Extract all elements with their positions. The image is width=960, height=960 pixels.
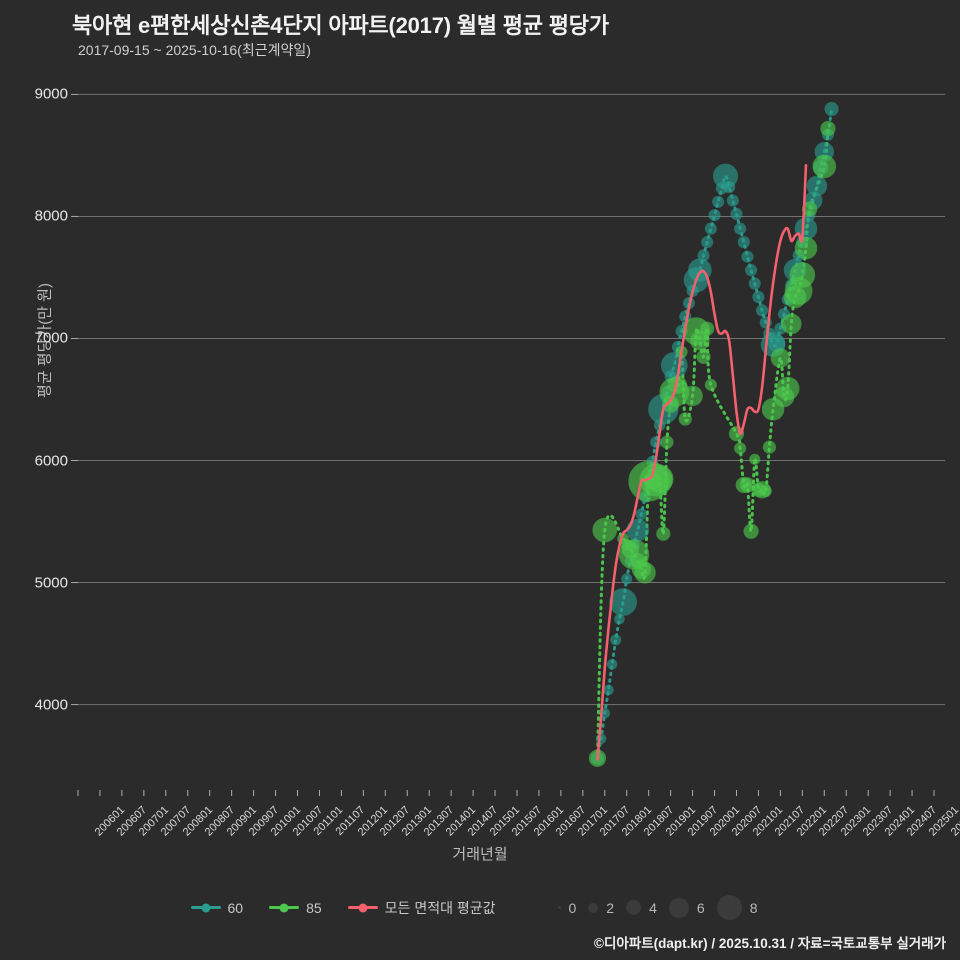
data-bubble xyxy=(609,588,637,616)
data-bubble xyxy=(656,526,671,541)
data-bubble xyxy=(726,194,739,207)
data-bubble xyxy=(592,517,618,543)
data-bubble xyxy=(621,573,633,585)
chart-legend: 60 85 모든 면적대 평균값 0 2 4 6 8 xyxy=(0,895,960,920)
data-bubble xyxy=(781,313,802,335)
data-bubble xyxy=(801,201,818,217)
data-bubble xyxy=(610,634,622,646)
series-line-average xyxy=(596,163,808,761)
data-bubble xyxy=(762,440,777,454)
data-bubble xyxy=(635,508,648,521)
data-bubble xyxy=(606,658,618,670)
legend-dot-marker xyxy=(279,903,289,912)
data-bubble xyxy=(700,321,715,336)
data-bubble xyxy=(794,236,818,260)
size-legend-item-4: 4 xyxy=(626,900,657,916)
data-bubble xyxy=(678,412,692,426)
data-bubble xyxy=(741,250,754,263)
size-legend-bubble xyxy=(557,906,561,909)
chart-subtitle: 2017-09-15 ~ 2025-10-16(최근계약일) xyxy=(78,42,311,58)
data-bubble xyxy=(743,523,759,539)
size-legend-bubble xyxy=(716,895,742,920)
data-bubble xyxy=(682,385,703,407)
y-tick-label: 9000 xyxy=(34,85,68,103)
footer-credit: ©디아파트(dapt.kr) / 2025.10.31 / 자료=국토교통부 실… xyxy=(594,936,946,951)
y-tick-label: 7000 xyxy=(34,329,68,347)
legend-line-swatch xyxy=(347,903,378,912)
data-bubble xyxy=(696,349,711,364)
data-bubble xyxy=(697,249,710,262)
size-legend-bubble xyxy=(588,902,599,913)
legend-label: 85 xyxy=(306,899,322,916)
chart-title: 북아현 e편한세상신촌4단지 아파트(2017) 월별 평균 평당가 xyxy=(72,13,609,38)
legend-line-swatch xyxy=(269,903,300,912)
data-bubble xyxy=(775,376,800,401)
x-axis-label: 거래년월 xyxy=(452,846,508,863)
size-legend-item-2: 2 xyxy=(588,900,614,916)
data-bubble xyxy=(759,484,772,498)
legend-label: 60 xyxy=(227,899,244,916)
data-bubble xyxy=(660,435,674,449)
data-bubble xyxy=(748,277,761,290)
y-tick-label: 8000 xyxy=(34,207,68,225)
data-bubble xyxy=(734,442,747,455)
size-legend-label: 4 xyxy=(649,899,657,916)
size-legend-item-0: 0 xyxy=(557,899,577,916)
data-bubble xyxy=(634,562,656,584)
bubble-size-legend: 0 2 4 6 8 xyxy=(557,895,770,920)
size-legend-bubble xyxy=(626,900,642,915)
data-bubble xyxy=(755,304,769,317)
size-legend-label: 8 xyxy=(749,899,758,916)
data-bubble xyxy=(745,264,758,277)
data-bubble xyxy=(752,290,765,304)
y-tick-label: 5000 xyxy=(34,574,68,592)
data-bubble xyxy=(712,195,725,208)
data-bubble xyxy=(749,453,761,465)
data-bubble xyxy=(806,175,828,197)
size-legend-item-6: 6 xyxy=(668,897,705,918)
data-bubble xyxy=(704,378,717,391)
size-legend-label: 0 xyxy=(568,899,577,916)
data-bubble xyxy=(730,207,743,221)
legend-line-swatch xyxy=(190,903,221,912)
data-bubble xyxy=(704,222,717,235)
legend-item-2[interactable]: 85 xyxy=(269,900,322,916)
y-tick-label: 4000 xyxy=(34,696,68,714)
size-legend-bubble xyxy=(668,897,689,918)
legend-dot-marker xyxy=(358,903,368,912)
data-bubble xyxy=(737,235,750,249)
size-legend-item-8: 8 xyxy=(716,895,758,920)
data-bubble xyxy=(820,120,836,137)
data-bubble xyxy=(690,331,710,351)
data-bubble xyxy=(701,235,714,249)
data-bubble xyxy=(723,181,736,194)
data-bubble xyxy=(603,684,614,696)
data-bubble xyxy=(734,222,747,235)
legend-dot-marker xyxy=(201,903,211,912)
data-bubble xyxy=(812,154,837,179)
data-bubble xyxy=(708,209,721,222)
data-bubble xyxy=(824,101,839,117)
series-legend: 60 85 모든 면적대 평균값 xyxy=(190,898,522,918)
legend-item-3[interactable]: 모든 면적대 평균값 xyxy=(347,898,496,918)
legend-item-1[interactable]: 60 xyxy=(190,899,244,916)
data-bubble xyxy=(789,262,816,288)
data-bubble xyxy=(770,348,791,368)
size-legend-label: 6 xyxy=(696,899,705,916)
y-tick-label: 6000 xyxy=(34,452,68,469)
size-legend-label: 2 xyxy=(606,899,615,916)
legend-label: 모든 면적대 평균값 xyxy=(384,899,496,916)
